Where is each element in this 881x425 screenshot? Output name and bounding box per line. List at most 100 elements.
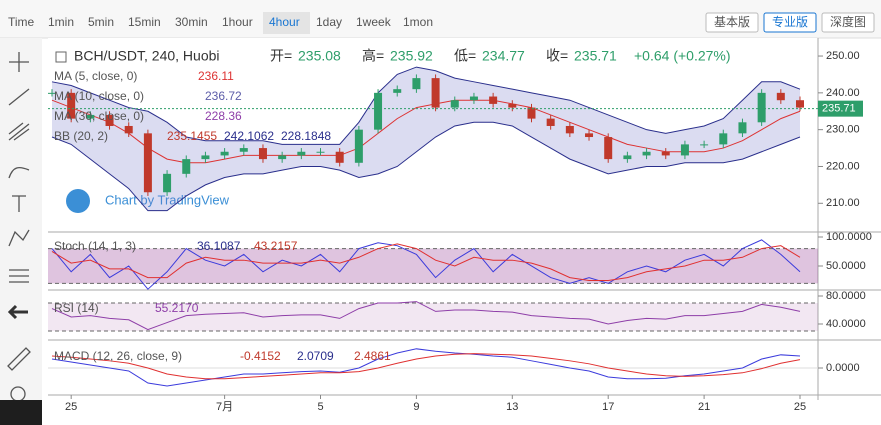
current-price-label: 235.71 — [822, 103, 856, 115]
interval-button[interactable]: 15min — [128, 15, 161, 29]
ohlc-value: 235.71 — [574, 48, 617, 64]
interval-button[interactable]: 1mon — [403, 15, 433, 29]
indicator-value: 2.4861 — [354, 349, 391, 363]
collapse-button[interactable] — [0, 400, 42, 425]
candle-body — [565, 125, 574, 134]
interval-button[interactable]: Time — [8, 15, 35, 29]
prediction-tool[interactable] — [9, 269, 29, 283]
candle-body — [412, 78, 421, 90]
candle-body — [316, 151, 325, 153]
indicator-value: 228.1848 — [281, 129, 331, 143]
candle-body — [67, 92, 76, 119]
interval-button[interactable]: 30min — [175, 15, 208, 29]
candle-body — [182, 159, 191, 174]
ohlc-label: 高= — [362, 48, 384, 64]
candle-body — [527, 107, 536, 119]
candle-body — [48, 92, 56, 94]
price-tick-label: 0.0000 — [826, 362, 860, 374]
pattern-tool[interactable] — [8, 229, 30, 247]
candle-body — [623, 155, 632, 160]
view-label[interactable]: 基本版 — [714, 15, 750, 29]
indicator-value: 43.2157 — [254, 239, 298, 253]
candle-body — [86, 114, 95, 119]
price-tick-label: 250.00 — [826, 50, 860, 62]
interval-button[interactable]: 1hour — [222, 15, 253, 29]
time-tick-label: 5 — [317, 401, 323, 413]
indicator-value: 2.0709 — [297, 349, 334, 363]
interval-button[interactable]: 1week — [356, 15, 392, 29]
interval-button[interactable]: 4hour — [269, 15, 300, 29]
price-tick-label: 220.00 — [826, 160, 860, 172]
macd-line — [51, 348, 801, 387]
candle-body — [201, 155, 210, 160]
time-tick-label: 21 — [698, 401, 710, 413]
time-tick-label: 25 — [794, 401, 806, 413]
time-tick-label: 17 — [602, 401, 614, 413]
watermark: Chart by TradingView — [105, 192, 230, 207]
interval-button[interactable]: 1min — [48, 15, 74, 29]
ohlc-label: 收= — [546, 48, 568, 64]
view-label[interactable]: 深度图 — [830, 14, 866, 29]
stoch-d — [51, 243, 801, 281]
candle-body — [374, 92, 383, 130]
candle-body — [680, 144, 689, 156]
candle-body — [585, 133, 594, 138]
view-label[interactable]: 专业版 — [772, 14, 808, 29]
candle-body — [105, 114, 114, 126]
candle-body — [239, 148, 248, 152]
indicator-value: 55.2170 — [155, 301, 199, 315]
tradingview-logo — [66, 189, 90, 213]
stoch-band — [48, 248, 818, 284]
stoch-k — [51, 239, 801, 290]
candle-body — [278, 155, 287, 160]
brush-tool[interactable] — [8, 166, 30, 179]
candle-body — [642, 151, 651, 156]
indicator-name: MA (10, close, 0) — [54, 89, 144, 103]
candle-body — [335, 151, 344, 163]
candle-body — [738, 122, 747, 134]
price-tick-label: 40.0000 — [826, 318, 866, 330]
interval-button[interactable]: 1day — [316, 15, 342, 29]
indicator-value: 236.11 — [198, 69, 234, 83]
bb-lower — [51, 121, 801, 212]
candle-body — [393, 89, 402, 93]
candle-body — [220, 151, 229, 156]
price-tick-label: 230.00 — [826, 124, 860, 136]
indicator-name: MA (5, close, 0) — [54, 69, 137, 83]
indicator-value: -0.4152 — [240, 349, 281, 363]
indicator-name: Stoch (14, 1, 3) — [54, 239, 136, 253]
back-tool[interactable] — [7, 304, 28, 320]
view-button[interactable] — [821, 12, 875, 33]
candle-body — [776, 92, 785, 101]
current-price-tag — [818, 100, 863, 117]
indicator-name: BB (20, 2) — [54, 129, 108, 143]
signal-line — [51, 353, 801, 380]
trendline-tool[interactable] — [8, 88, 30, 106]
indicator-value: 242.1062 — [224, 129, 274, 143]
indicator-value: 228.36 — [205, 109, 242, 123]
candle-body — [796, 100, 804, 108]
indicator-name: MA (30, close, 0) — [54, 109, 144, 123]
view-button[interactable] — [763, 12, 817, 33]
ohlc-value: 235.92 — [390, 48, 433, 64]
crosshair-tool[interactable] — [9, 52, 29, 72]
candle-body — [661, 151, 670, 156]
text-tool[interactable] — [12, 195, 26, 212]
ohlc-label: 开= — [270, 48, 292, 64]
candle-body — [508, 103, 517, 108]
price-tick-label: 210.00 — [826, 197, 860, 209]
fib-tool[interactable] — [8, 122, 30, 141]
candle-body — [450, 100, 459, 108]
symbol: BCH/USDT, 240, Huobi — [74, 48, 220, 64]
view-button[interactable] — [705, 12, 759, 33]
ma-line — [51, 99, 801, 164]
drawing-tools[interactable] — [7, 52, 31, 402]
candle-body — [469, 96, 478, 101]
ruler-tool[interactable] — [7, 347, 31, 371]
candle-body — [258, 148, 267, 160]
ohlc-value: 234.77 — [482, 48, 525, 64]
indicator-value: 36.1087 — [197, 239, 241, 253]
interval-button[interactable]: 5min — [88, 15, 114, 29]
candle-body — [489, 96, 498, 104]
price-tick-label: 240.00 — [826, 87, 860, 99]
